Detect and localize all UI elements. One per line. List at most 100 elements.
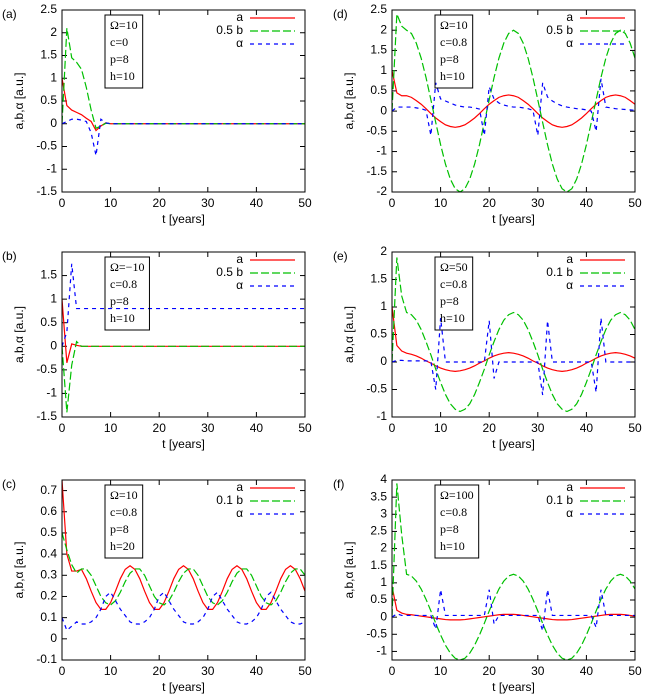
- series-line: [392, 257, 635, 413]
- x-tick-label: 20: [153, 196, 167, 210]
- legend-label: α: [566, 506, 573, 520]
- x-tick-label: 0: [59, 421, 66, 435]
- param-frame: [434, 484, 480, 559]
- series-line: [392, 13, 635, 192]
- y-tick-label: 4: [380, 472, 387, 486]
- y-tick-label: -0.5: [366, 124, 387, 138]
- y-tick-label: 0.5: [370, 83, 387, 97]
- y-tick-label: 1.5: [40, 48, 57, 62]
- y-tick-label: 0: [50, 631, 57, 645]
- y-tick-label: 3: [380, 506, 387, 520]
- panel: (f)-1-0.500.511.522.533.540 10 20 30 40 50t […: [333, 472, 642, 694]
- panel-label: (d): [333, 7, 348, 21]
- x-tick-label: 50: [628, 196, 642, 210]
- x-tick-label: 50: [298, 664, 312, 678]
- x-axis-label: t [years]: [162, 680, 205, 694]
- legend-label: α: [236, 36, 243, 50]
- y-tick-label: 0.5: [40, 93, 57, 107]
- series-line: [62, 591, 305, 632]
- param-text: c=0.8: [110, 277, 137, 291]
- x-tick-label: 40: [250, 421, 264, 435]
- param-text: Ω=100: [440, 488, 474, 502]
- y-tick-label: -0.5: [366, 626, 387, 640]
- legend-label: a: [566, 252, 573, 266]
- legend-label: a: [566, 10, 573, 24]
- param-text: c=0.8: [110, 505, 137, 519]
- y-axis-label: a,b,α [a.u.]: [342, 73, 356, 130]
- x-tick-label: 0: [389, 664, 396, 678]
- series-line: [392, 317, 635, 396]
- series-line: [62, 118, 305, 156]
- series-line: [392, 483, 635, 660]
- param-text: Ω=50: [440, 260, 468, 274]
- panel: (a) -1.5 -1 -0.5 0 0.5 1 1.5 2 2.5 0 10 20 30 40 50 t [y…: [2, 2, 312, 226]
- y-tick-label: 1: [380, 299, 387, 313]
- x-tick-label: 50: [628, 664, 642, 678]
- y-tick-label: -1: [46, 386, 57, 400]
- y-tick-label: 0: [380, 354, 387, 368]
- y-tick-label: 1.5: [370, 43, 387, 57]
- y-tick-label: 2.5: [370, 524, 387, 538]
- panel-label: (c): [2, 477, 16, 491]
- y-tick-label: 0: [380, 609, 387, 623]
- y-tick-label: 0.5: [40, 525, 57, 539]
- y-tick-label: 1: [380, 575, 387, 589]
- y-tick-label: 1.5: [40, 268, 57, 282]
- param-box: Ω=10 c=0 p=8 h=10: [104, 14, 144, 89]
- y-tick-label: -1.5: [36, 184, 57, 198]
- param-text: p=8: [440, 294, 459, 308]
- param-frame: [104, 14, 144, 89]
- x-tick-label: 30: [201, 664, 215, 678]
- y-tick-label: 0: [50, 338, 57, 352]
- plot-frame: [61, 9, 306, 193]
- y-axis-label: a,b,α [a.u.]: [342, 542, 356, 599]
- plot-frame: [391, 9, 636, 193]
- y-tick-label: 2.5: [40, 2, 57, 16]
- param-text: h=10: [110, 311, 135, 325]
- param-text: Ω=10: [110, 18, 138, 32]
- x-tick-label: 50: [628, 421, 642, 435]
- plot-frame: [61, 251, 306, 418]
- series-line: [62, 28, 305, 130]
- series-line: [62, 532, 305, 606]
- param-box: Ω=10 c=0.8 p=8 h=20: [104, 484, 144, 559]
- x-tick-label: 10: [434, 664, 448, 678]
- y-tick-label: 0.5: [370, 592, 387, 606]
- y-tick-label: 1.5: [370, 558, 387, 572]
- plot-frame: [391, 479, 636, 661]
- legend-label: 0.1 b: [546, 493, 573, 507]
- plot-frame: [61, 479, 306, 661]
- param-text: c=0.8: [440, 505, 467, 519]
- legend-label: a: [236, 480, 243, 494]
- legend-label: α: [236, 278, 243, 292]
- x-tick-label: 40: [250, 196, 264, 210]
- x-tick-label: 20: [483, 196, 497, 210]
- y-tick-label: 2: [380, 22, 387, 36]
- x-tick-label: 30: [531, 421, 545, 435]
- y-tick-label: 2.5: [370, 2, 387, 16]
- y-tick-label: 0.4: [40, 546, 57, 560]
- series-line: [392, 70, 635, 128]
- y-tick-label: 0.6: [40, 504, 57, 518]
- x-tick-label: 0: [389, 421, 396, 435]
- x-tick-label: 20: [483, 664, 497, 678]
- y-axis-label: a,b,α [a.u.]: [12, 306, 26, 363]
- param-box: Ω=100 c=0.8 p=8 h=10: [434, 484, 480, 559]
- x-tick-label: 20: [153, 664, 167, 678]
- y-tick-label: 0: [50, 116, 57, 130]
- param-text: h=20: [110, 539, 135, 553]
- x-tick-label: 40: [250, 664, 264, 678]
- legend-label: a: [566, 480, 573, 494]
- series-line: [62, 263, 305, 347]
- param-box: Ω=−10 c=0.8 p=8 h=10: [104, 256, 150, 331]
- param-text: c=0.8: [440, 277, 467, 291]
- param-text: Ω=10: [440, 18, 468, 32]
- legend-label: 0.1 b: [546, 265, 573, 279]
- y-tick-label: -0.5: [36, 139, 57, 153]
- y-tick-label: 1: [380, 63, 387, 77]
- y-tick-label: -1: [46, 161, 57, 175]
- param-text: h=10: [440, 539, 465, 553]
- x-tick-label: 40: [580, 196, 594, 210]
- y-tick-label: -1: [376, 644, 387, 658]
- y-tick-label: -1.5: [366, 164, 387, 178]
